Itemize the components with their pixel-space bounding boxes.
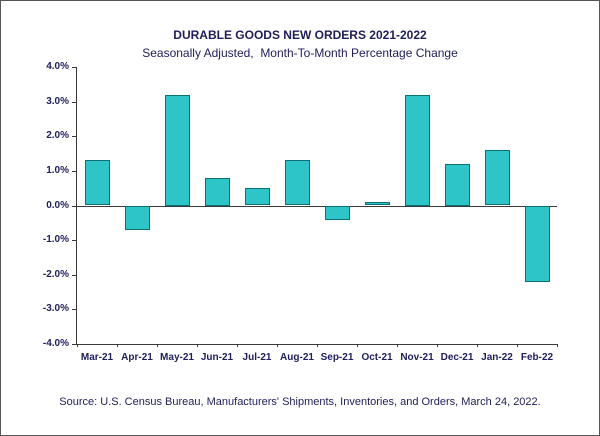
chart-subtitle: Seasonally Adjusted, Month-To-Month Perc…: [142, 46, 458, 60]
x-tick-label: May-21: [160, 352, 194, 363]
x-tick-label: Sep-21: [320, 352, 354, 363]
bar: [365, 202, 390, 205]
bar: [245, 188, 270, 205]
x-tick-mark: [117, 344, 118, 347]
y-tick-label: -4.0%: [42, 338, 69, 349]
x-tick-label: Mar-21: [80, 352, 114, 363]
zero-line: [77, 206, 557, 207]
y-tick-label: -1.0%: [42, 234, 69, 245]
bar: [485, 150, 510, 205]
chart-title: DURABLE GOODS NEW ORDERS 2021-2022: [173, 28, 427, 42]
y-tick-label: -3.0%: [42, 303, 69, 314]
y-tick-label: -2.0%: [42, 269, 69, 280]
x-tick-mark: [77, 344, 78, 347]
x-axis-bottom-line: [76, 344, 557, 345]
x-tick-label: Dec-21: [440, 352, 474, 363]
x-tick-mark: [197, 344, 198, 347]
bar: [85, 160, 110, 205]
x-tick-label: Nov-21: [400, 352, 434, 363]
y-axis-line: [76, 67, 77, 345]
y-tick-label: 1.0%: [46, 165, 69, 176]
y-tick-label: 4.0%: [46, 61, 69, 72]
y-tick-mark: [72, 67, 76, 68]
y-tick-mark: [72, 309, 76, 310]
x-tick-label: Apr-21: [121, 352, 153, 363]
x-tick-mark: [397, 344, 398, 347]
bar: [325, 206, 350, 220]
y-tick-mark: [72, 171, 76, 172]
y-tick-label: 2.0%: [46, 130, 69, 141]
x-tick-mark: [357, 344, 358, 347]
bar: [525, 206, 550, 282]
x-tick-label: Jan-22: [481, 352, 513, 363]
x-tick-label: Jul-21: [242, 352, 272, 363]
x-tick-label: Jun-21: [200, 352, 234, 363]
x-tick-mark: [517, 344, 518, 347]
x-tick-mark: [557, 344, 558, 347]
x-tick-label: Feb-22: [520, 352, 554, 363]
bar: [165, 95, 190, 206]
source-note: Source: U.S. Census Bureau, Manufacturer…: [59, 396, 541, 408]
x-tick-mark: [477, 344, 478, 347]
bar: [405, 95, 430, 206]
y-tick-mark: [72, 344, 76, 345]
y-tick-mark: [72, 136, 76, 137]
x-tick-label: Oct-21: [361, 352, 393, 363]
x-tick-label: Aug-21: [280, 352, 314, 363]
bar: [445, 164, 470, 206]
y-tick-mark: [72, 275, 76, 276]
y-tick-mark: [72, 206, 76, 207]
bar: [285, 160, 310, 205]
bar: [125, 206, 150, 230]
y-tick-mark: [72, 240, 76, 241]
x-tick-mark: [237, 344, 238, 347]
y-tick-label: 3.0%: [46, 96, 69, 107]
x-tick-mark: [157, 344, 158, 347]
y-tick-mark: [72, 102, 76, 103]
x-tick-mark: [317, 344, 318, 347]
x-tick-mark: [437, 344, 438, 347]
y-tick-label: 0.0%: [46, 200, 69, 211]
x-tick-mark: [277, 344, 278, 347]
bar: [205, 178, 230, 206]
